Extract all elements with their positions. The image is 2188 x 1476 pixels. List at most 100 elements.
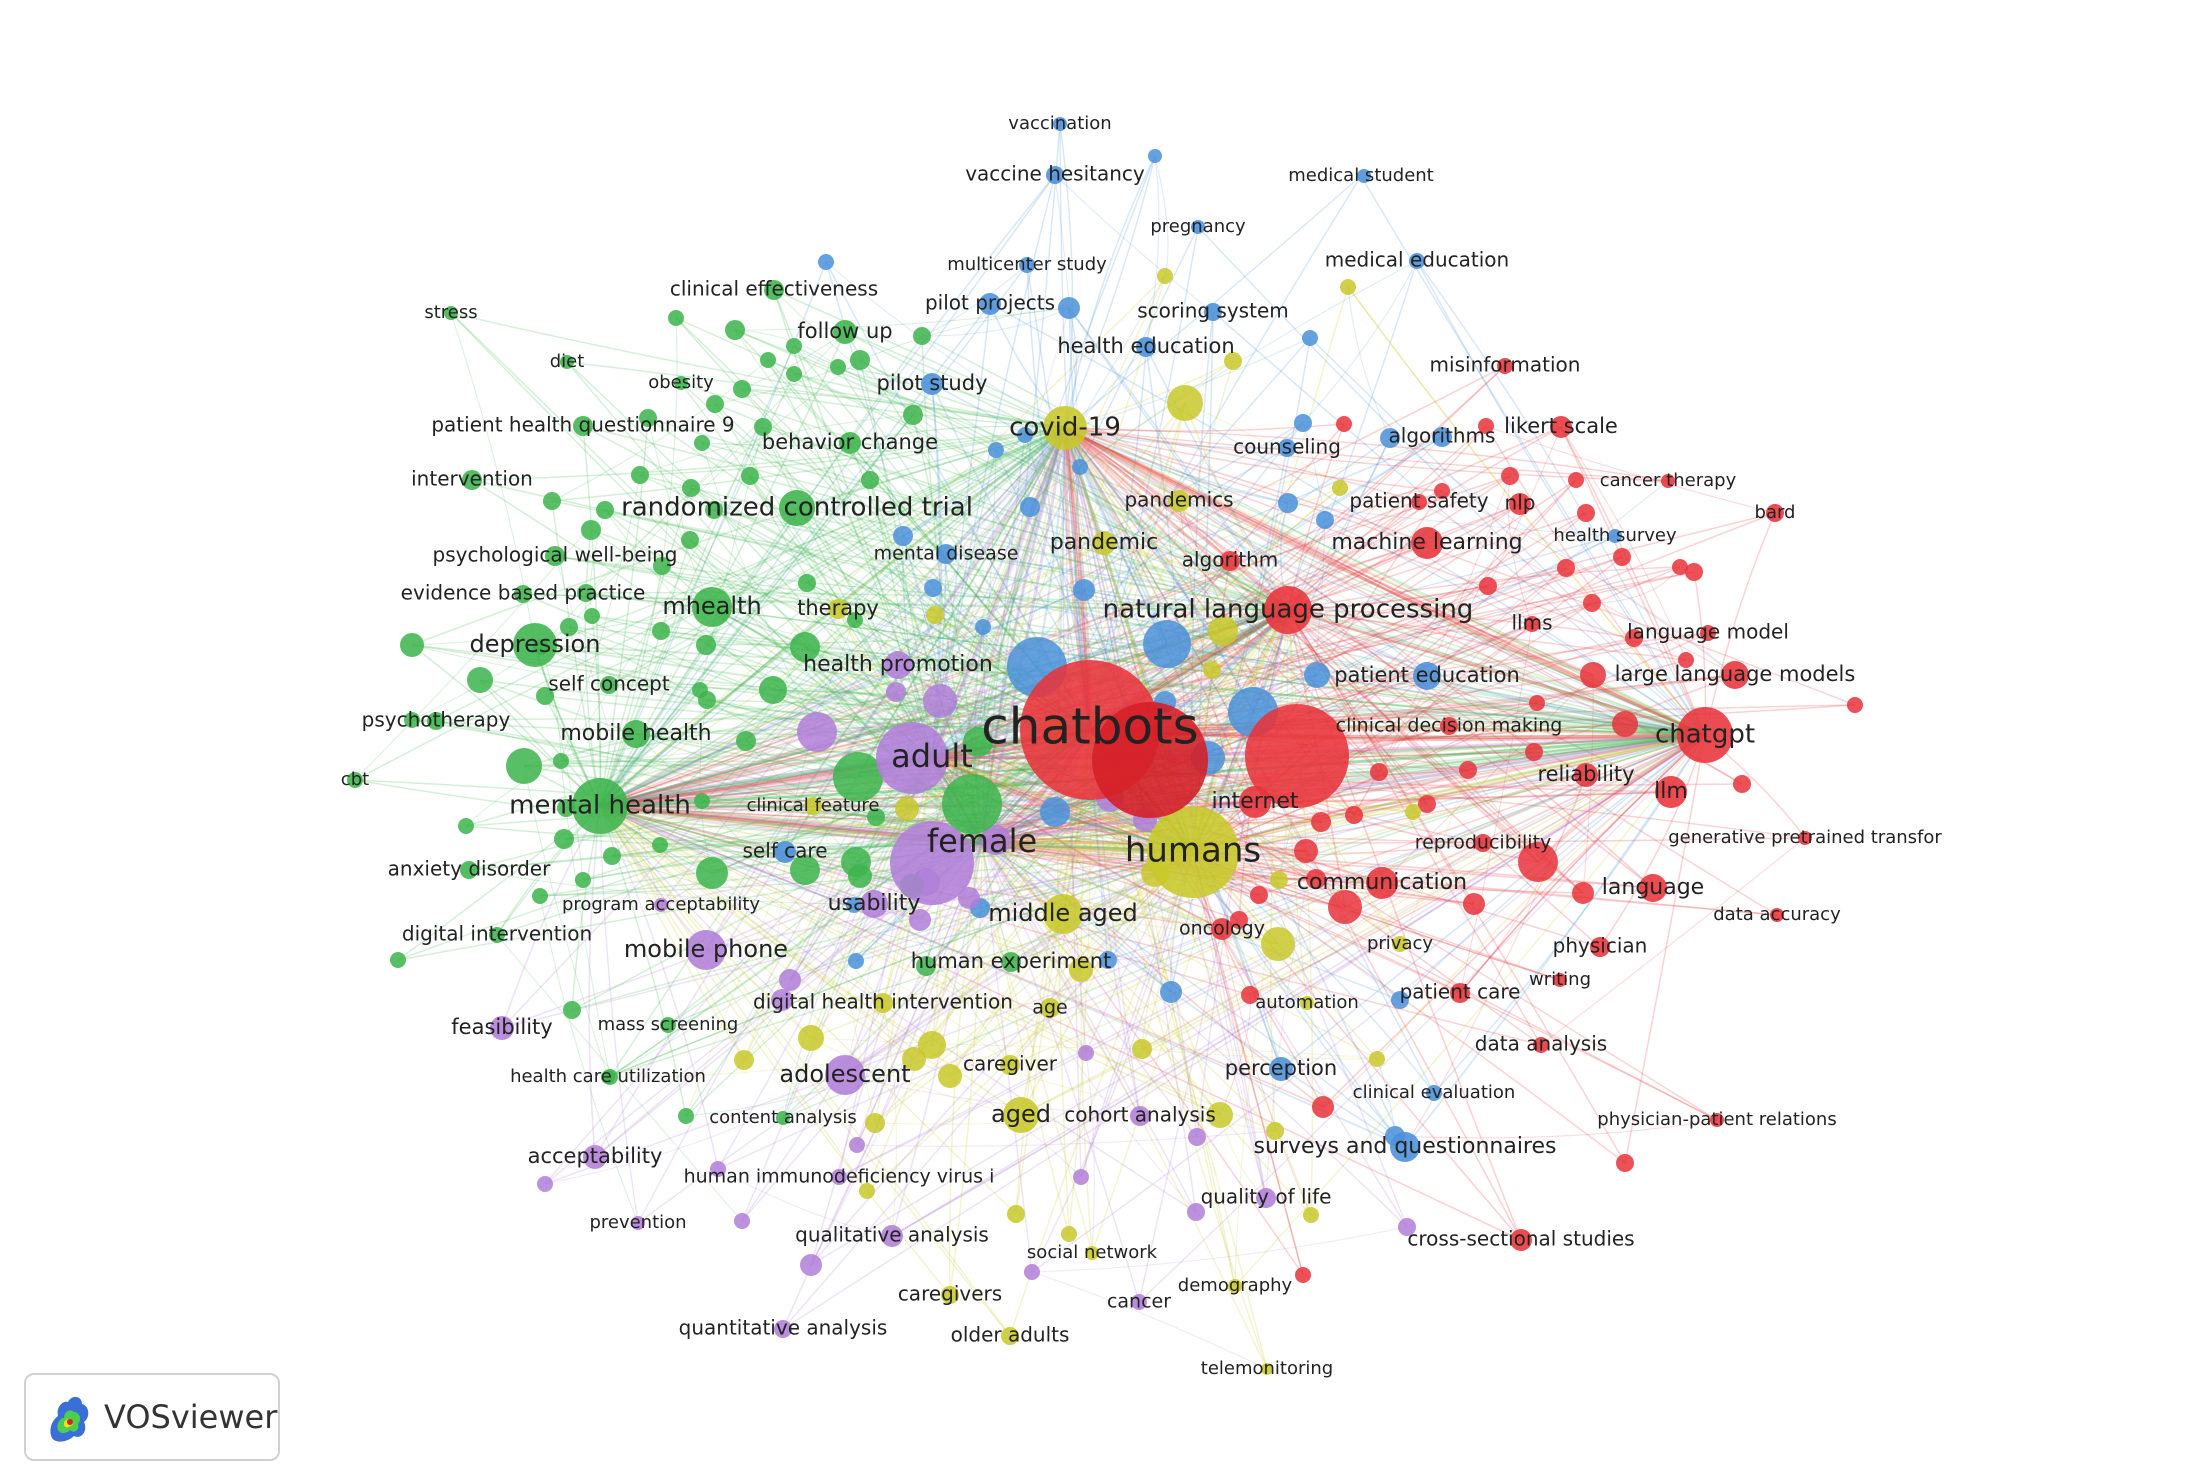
node-circle xyxy=(1160,981,1182,1003)
edge xyxy=(599,731,818,807)
edge xyxy=(397,729,1091,961)
node-label: writing xyxy=(1529,969,1591,990)
node-nlp xyxy=(1509,493,1531,515)
node-health-survey xyxy=(1608,529,1622,543)
edge xyxy=(1178,500,1538,704)
edge xyxy=(931,155,1156,759)
node-adult xyxy=(876,722,948,794)
node-vaccination xyxy=(1053,117,1067,131)
edge xyxy=(949,609,1289,1077)
edge xyxy=(1089,426,1562,731)
edge xyxy=(981,275,1166,844)
edge xyxy=(1064,427,1594,676)
node-label: adult xyxy=(891,737,973,775)
edge xyxy=(397,734,1706,961)
node-circle xyxy=(1672,559,1688,575)
edge xyxy=(1064,427,1522,1241)
edge xyxy=(1192,851,1522,1241)
node-label: adolescent xyxy=(779,1060,910,1088)
edge xyxy=(560,760,611,1078)
edge xyxy=(981,842,1408,1228)
node-label: patient education xyxy=(1334,663,1520,687)
node-label: mobile phone xyxy=(624,935,788,963)
edge xyxy=(1049,630,1224,1009)
node-label: behavior change xyxy=(762,430,938,454)
node-circle xyxy=(926,606,944,624)
node-human-immunodeficiency-virus-i xyxy=(831,1169,847,1185)
node-circle xyxy=(790,855,820,885)
edge xyxy=(895,427,1066,693)
edge xyxy=(565,427,1066,809)
node-circle xyxy=(736,731,756,751)
edge xyxy=(782,609,1289,1119)
edge xyxy=(599,805,915,1060)
edge xyxy=(714,366,839,405)
node-circle xyxy=(865,1113,885,1133)
node-circle xyxy=(698,691,716,709)
node-circle xyxy=(734,1050,754,1070)
edge xyxy=(706,699,1706,736)
edge xyxy=(981,725,1450,844)
node-label: medical student xyxy=(1288,165,1434,186)
node-label: health survey xyxy=(1553,525,1677,546)
edge xyxy=(931,757,1082,971)
edge xyxy=(411,644,1091,731)
node-label: patient care xyxy=(1400,980,1521,1004)
edge xyxy=(599,805,1011,1337)
edge xyxy=(1064,427,1288,449)
edge xyxy=(810,1037,1143,1050)
edge xyxy=(1324,489,1443,521)
node-circle xyxy=(779,969,801,991)
edge xyxy=(599,805,933,1046)
node-clinical-evaluation xyxy=(1426,1085,1442,1101)
node-label: caregivers xyxy=(898,1282,1002,1306)
edge xyxy=(568,359,861,628)
edge xyxy=(599,803,877,818)
node-mass-screening xyxy=(660,1017,676,1033)
edge xyxy=(1416,260,1706,736)
edge xyxy=(793,345,1289,611)
node-circle xyxy=(1132,1039,1152,1059)
node-large-red xyxy=(1245,704,1349,808)
node-label: cross-sectional studies xyxy=(1407,1227,1634,1251)
edge xyxy=(1287,423,1345,611)
edge xyxy=(571,609,1289,1011)
edge xyxy=(1418,501,1736,676)
edge xyxy=(705,851,1194,951)
edge xyxy=(554,555,662,906)
edge xyxy=(1064,427,1654,889)
edge xyxy=(599,436,1443,807)
node-circle xyxy=(916,956,936,976)
node-vaccine-hesitancy xyxy=(1046,166,1064,184)
edge xyxy=(468,869,875,905)
edge xyxy=(689,539,1055,731)
node-cbt xyxy=(347,772,363,788)
edge xyxy=(523,765,609,1078)
edge xyxy=(711,606,1194,853)
node-circle xyxy=(797,712,837,752)
node-circle xyxy=(1529,695,1545,711)
node-female xyxy=(890,821,974,905)
node-reliability xyxy=(1574,763,1598,787)
edge xyxy=(501,805,601,1029)
edge xyxy=(1381,674,1594,884)
edge xyxy=(931,427,1066,759)
edge xyxy=(599,776,859,808)
node-label: perception xyxy=(1225,1056,1337,1080)
node-label: physician-patient relations xyxy=(1597,1109,1836,1130)
edge xyxy=(1064,427,1626,725)
node-chatgpt xyxy=(1677,707,1733,763)
node-circle xyxy=(1340,279,1356,295)
node-circle xyxy=(400,633,424,657)
edge xyxy=(607,734,1706,1078)
edge xyxy=(1064,426,1706,737)
edge xyxy=(1287,436,1443,611)
node-circle xyxy=(1685,563,1703,581)
node-circle xyxy=(1847,697,1863,713)
node-circle xyxy=(390,952,406,968)
edge xyxy=(1178,500,1260,896)
node-circle xyxy=(918,1031,946,1059)
node-humans xyxy=(1147,806,1239,898)
edge xyxy=(566,361,1066,429)
node-label: follow up xyxy=(797,319,892,343)
